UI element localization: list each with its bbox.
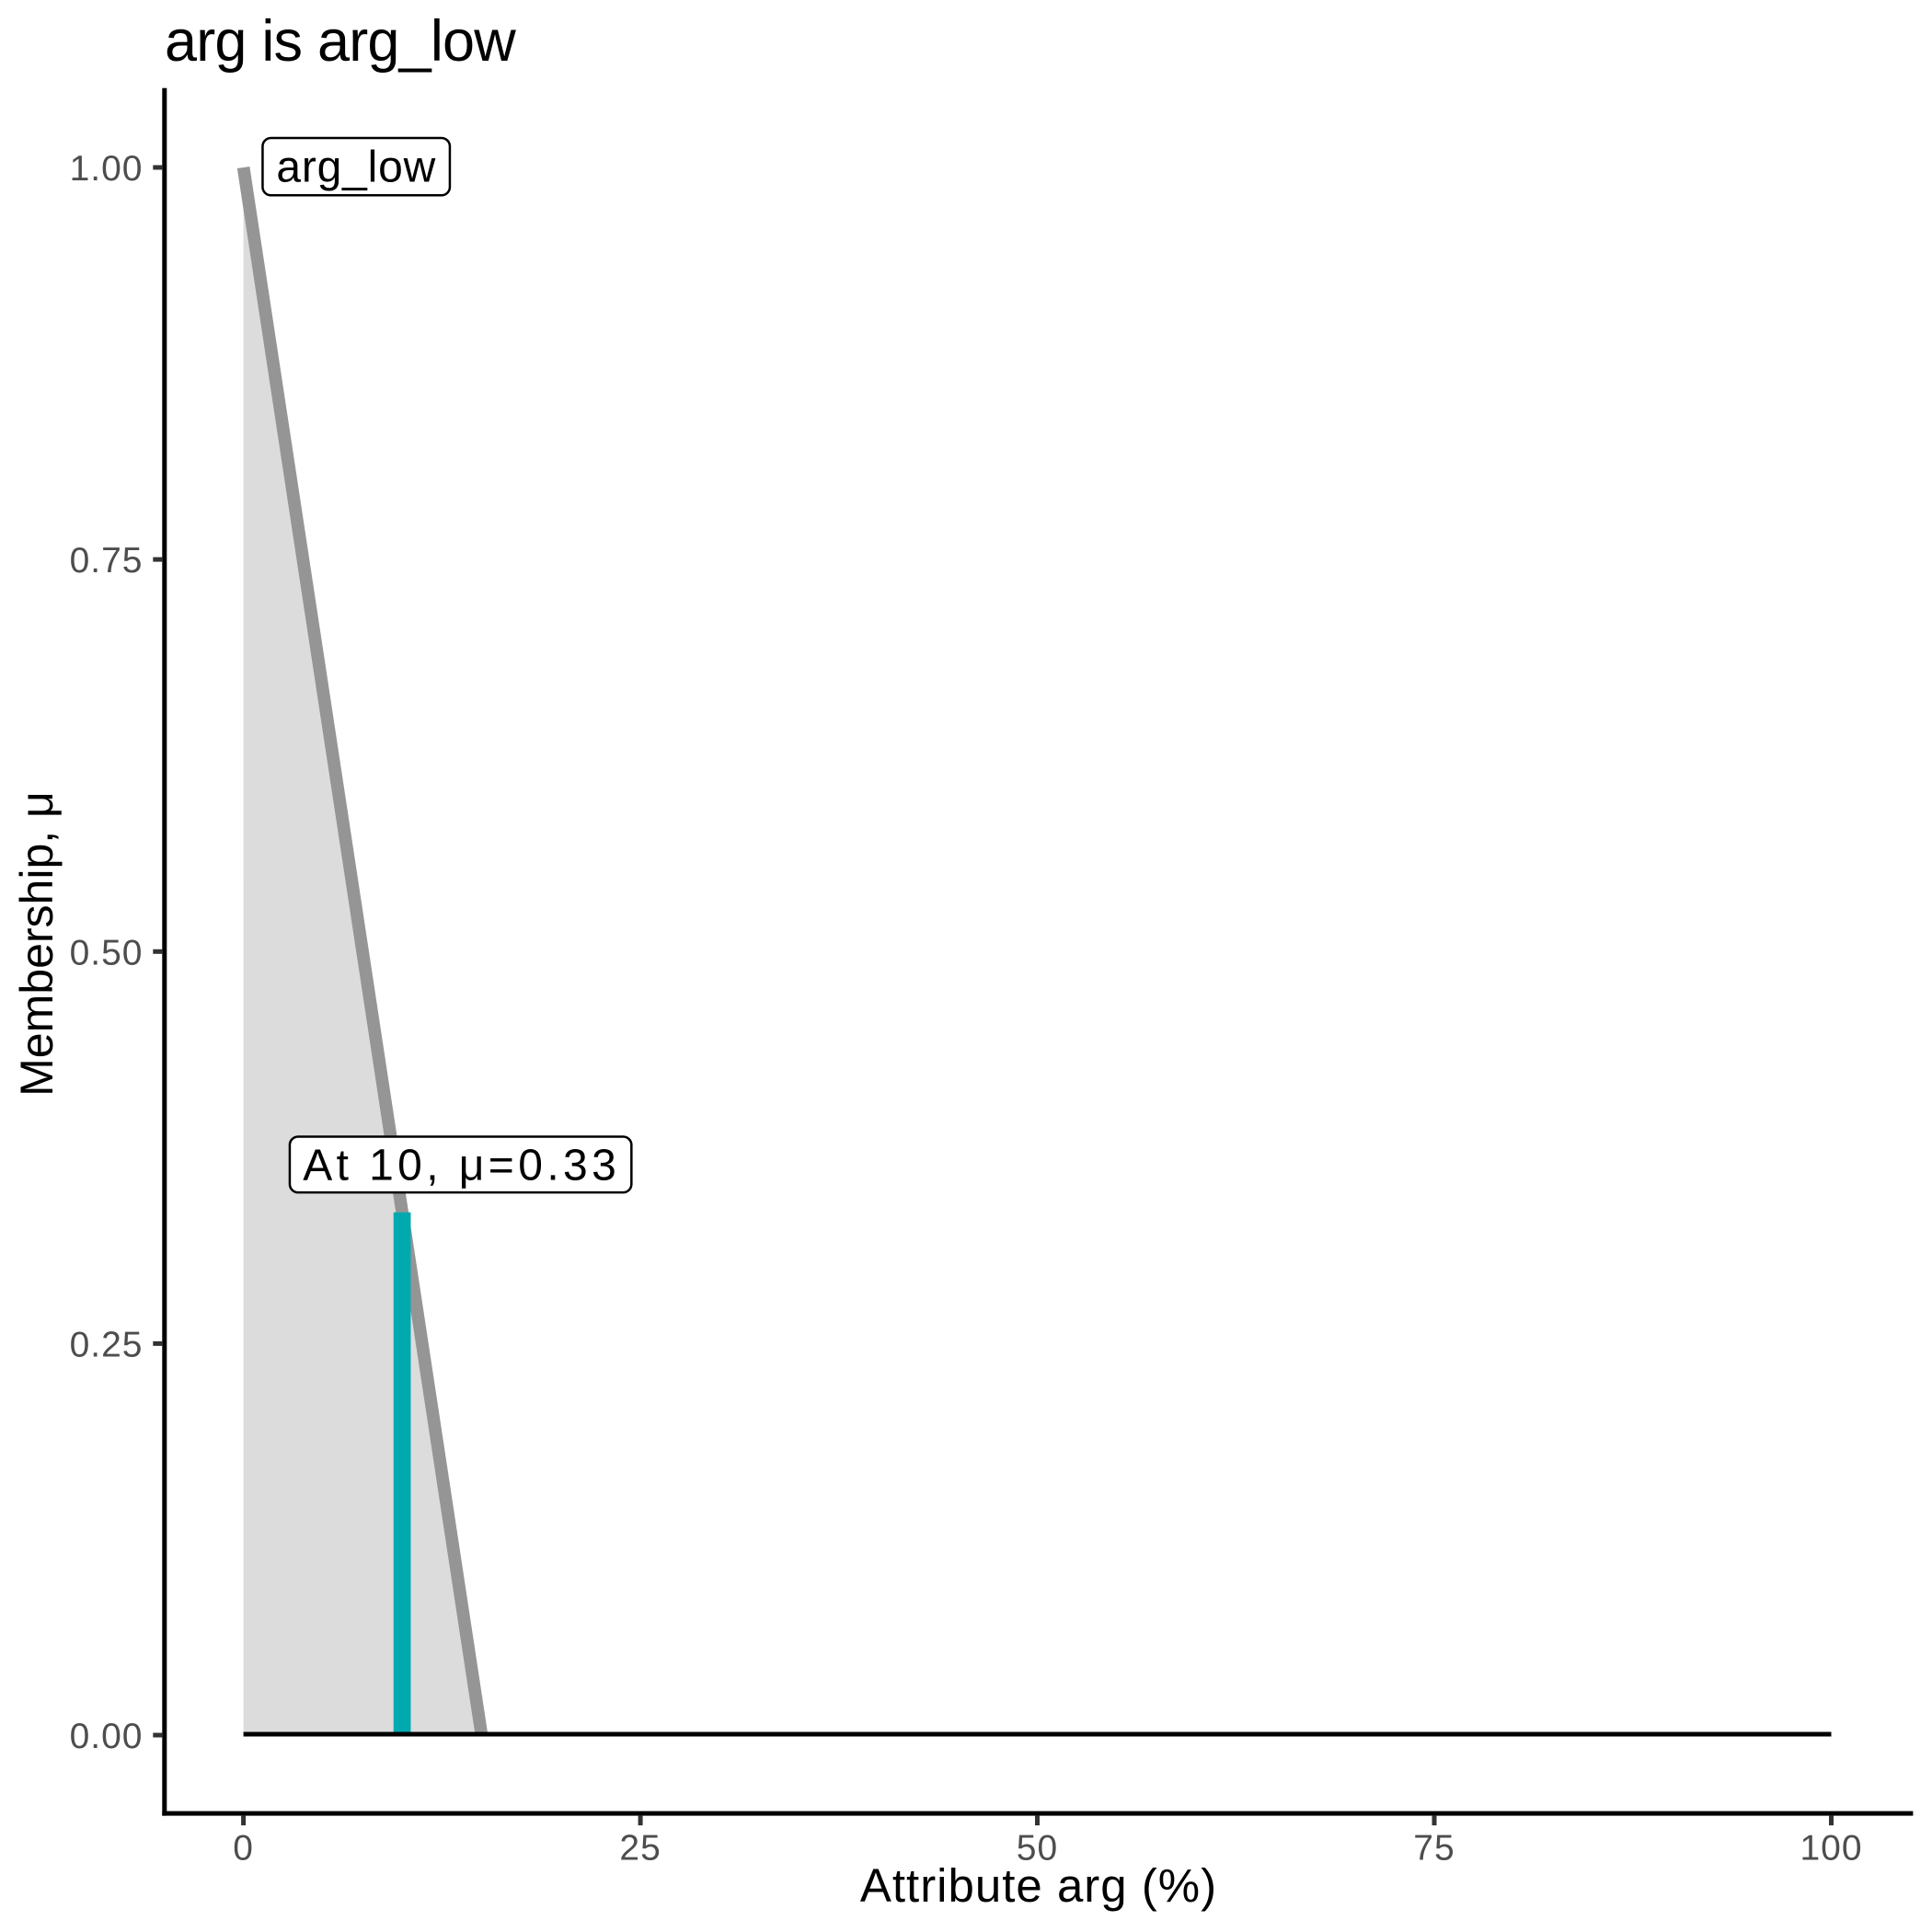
- svg-text:Membership, μ: Membership, μ: [11, 791, 63, 1097]
- svg-text:25: 25: [619, 1829, 661, 1869]
- svg-text:0.50: 0.50: [70, 933, 144, 972]
- svg-text:arg_low: arg_low: [276, 144, 436, 192]
- svg-text:0.00: 0.00: [70, 1717, 144, 1756]
- svg-text:At 10, μ=0.33: At 10, μ=0.33: [303, 1141, 620, 1190]
- svg-text:0.25: 0.25: [70, 1325, 144, 1364]
- svg-text:0.75: 0.75: [70, 541, 144, 581]
- svg-text:100: 100: [1800, 1829, 1862, 1869]
- svg-text:50: 50: [1017, 1829, 1058, 1869]
- svg-text:0: 0: [233, 1829, 254, 1869]
- svg-text:Attribute arg (%): Attribute arg (%): [860, 1859, 1217, 1912]
- svg-text:1.00: 1.00: [70, 149, 144, 189]
- svg-text:75: 75: [1413, 1829, 1455, 1869]
- svg-text:arg is arg_low: arg is arg_low: [165, 9, 516, 74]
